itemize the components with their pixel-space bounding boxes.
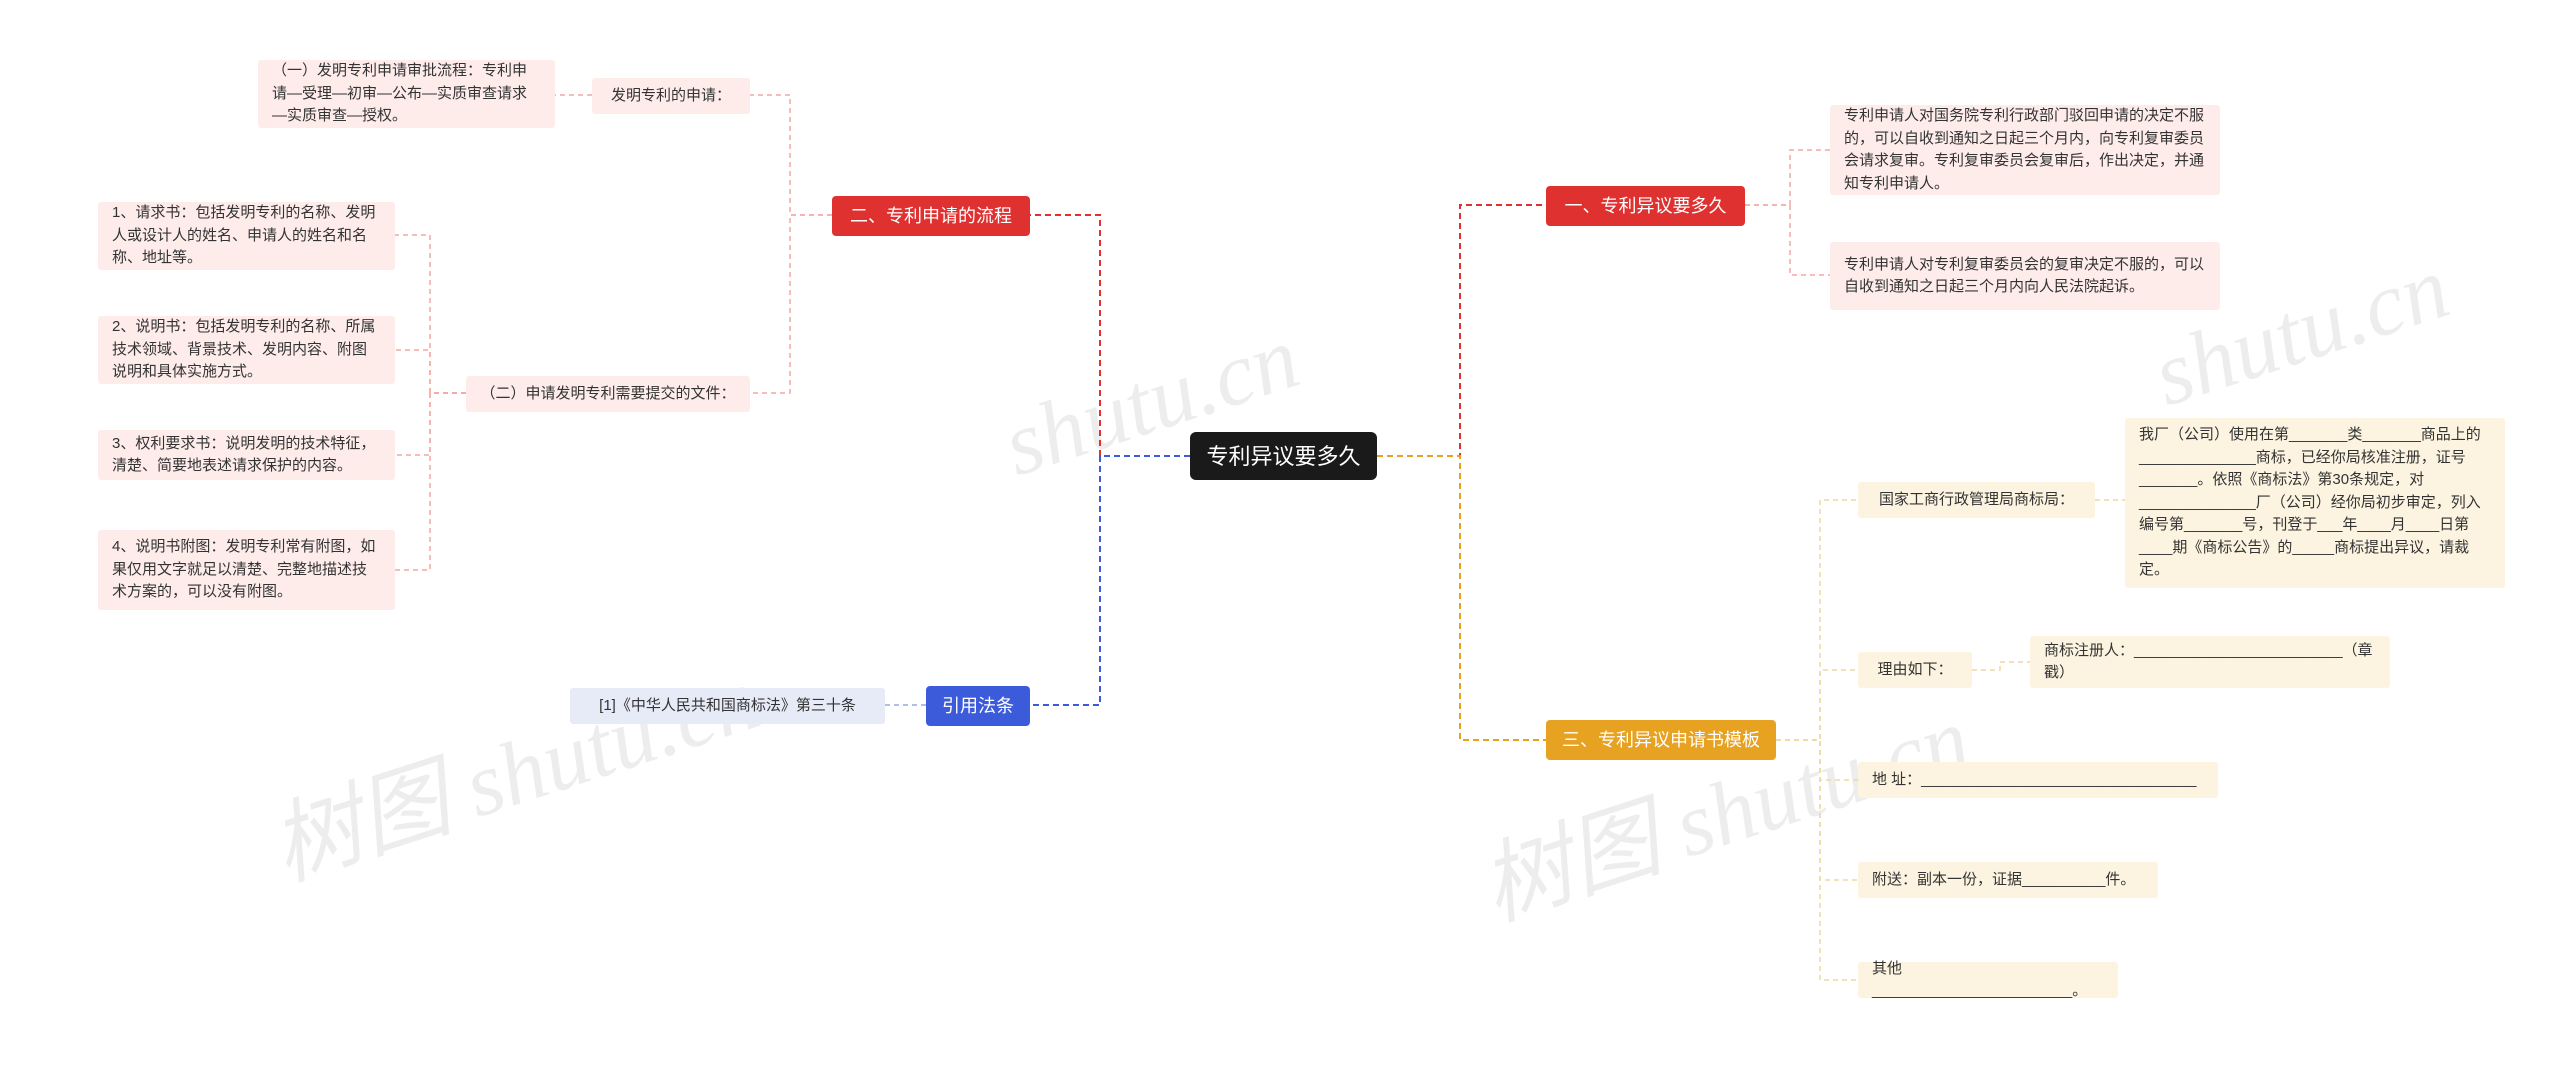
leaf-r3a1: 我厂（公司）使用在第_______类_______商品上的___________… [2125,418,2505,588]
leaf-l2b2: 2、说明书：包括发明专利的名称、所属技术领域、背景技术、发明内容、附图说明和具体… [98,316,395,384]
branch-l4: 引用法条 [926,686,1030,726]
leaf-l2b: （二）申请发明专利需要提交的文件： [466,376,750,412]
branch-r3: 三、专利异议申请书模板 [1546,720,1776,760]
root-node: 专利异议要多久 [1190,432,1377,480]
branch-r1: 一、专利异议要多久 [1546,186,1745,226]
leaf-r3d: 附送：副本一份，证据__________件。 [1858,862,2158,898]
leaf-l4a: [1]《中华人民共和国商标法》第三十条 [570,688,885,724]
leaf-r3b: 理由如下： [1858,652,1972,688]
watermark: 树图 shutu.cn [1462,665,1982,945]
leaf-r3e: 其他________________________。 [1858,962,2118,998]
leaf-l2a1: （一）发明专利申请审批流程：专利申请—受理—初审—公布—实质审查请求—实质审查—… [258,60,555,128]
leaf-l2b1: 1、请求书：包括发明专利的名称、发明人或设计人的姓名、申请人的姓名和名称、地址等… [98,202,395,270]
leaf-r1b: 专利申请人对专利复审委员会的复审决定不服的，可以自收到通知之日起三个月内向人民法… [1830,242,2220,310]
leaf-l2b4: 4、说明书附图：发明专利常有附图，如果仅用文字就足以清楚、完整地描述技术方案的，… [98,530,395,610]
leaf-r3a: 国家工商行政管理局商标局： [1858,482,2095,518]
leaf-r3b1: 商标注册人：_________________________（章戳） [2030,636,2390,688]
leaf-l2a: 发明专利的申请： [592,78,750,114]
leaf-r1a: 专利申请人对国务院专利行政部门驳回申请的决定不服的，可以自收到通知之日起三个月内… [1830,105,2220,195]
leaf-l2b3: 3、权利要求书：说明发明的技术特征，清楚、简要地表述请求保护的内容。 [98,430,395,480]
branch-l2: 二、专利申请的流程 [832,196,1030,236]
watermark: 树图 shutu.cn [252,625,772,905]
leaf-r3c: 地 址：_________________________________ [1858,762,2218,798]
